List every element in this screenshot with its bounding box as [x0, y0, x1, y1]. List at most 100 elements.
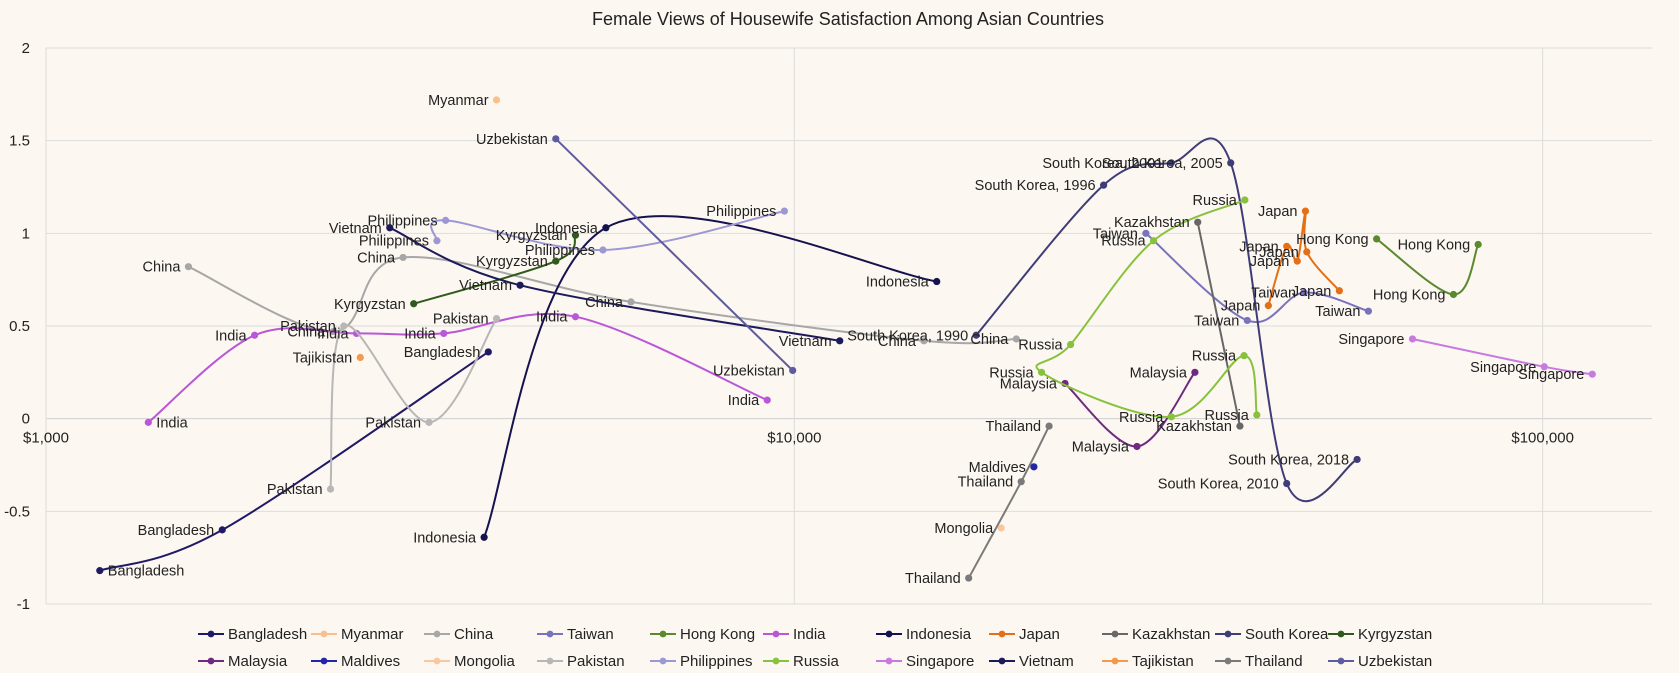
data-point-china[interactable] [627, 298, 635, 306]
data-point-japan[interactable] [1335, 287, 1343, 295]
legend-item-tajikistan[interactable]: Tajikistan [1102, 653, 1194, 670]
legend-item-taiwan[interactable]: Taiwan [537, 626, 614, 643]
legend-item-hong-kong[interactable]: Hong Kong [650, 626, 755, 643]
data-point-south-korea[interactable] [1283, 479, 1291, 488]
data-point-bangladesh[interactable] [96, 567, 104, 575]
data-point-china[interactable] [399, 253, 407, 262]
data-point-kyrgyzstan[interactable] [410, 300, 418, 308]
data-point-russia[interactable] [1240, 352, 1248, 360]
legend-item-thailand[interactable]: Thailand [1215, 653, 1303, 670]
legend-item-singapore[interactable]: Singapore [876, 653, 974, 670]
data-point-japan[interactable] [1301, 207, 1310, 215]
data-point-vietnam[interactable] [386, 224, 394, 232]
data-point-philippines[interactable] [433, 237, 441, 245]
data-point-russia[interactable] [1067, 340, 1075, 349]
legend-item-russia[interactable]: Russia [763, 653, 840, 670]
data-point-south-korea[interactable] [1227, 159, 1235, 167]
legend-swatch-marker [885, 630, 893, 638]
data-point-russia[interactable] [1149, 237, 1158, 245]
data-point-thailand[interactable] [1045, 422, 1053, 430]
data-point-singapore[interactable] [1588, 370, 1596, 378]
data-label: India [728, 393, 760, 409]
data-point-china[interactable] [184, 263, 193, 271]
legend-item-myanmar[interactable]: Myanmar [311, 626, 404, 643]
data-point-japan[interactable] [1264, 302, 1272, 310]
data-point-india[interactable] [763, 396, 771, 404]
legend-item-kazakhstan[interactable]: Kazakhstan [1102, 626, 1210, 643]
legend-label: Thailand [1245, 653, 1303, 670]
legend-item-mongolia[interactable]: Mongolia [424, 653, 516, 670]
data-point-mongolia[interactable] [997, 524, 1005, 532]
data-point-maldives[interactable] [1030, 463, 1038, 471]
data-point-malaysia[interactable] [1191, 368, 1199, 376]
legend-item-uzbekistan[interactable]: Uzbekistan [1328, 653, 1432, 670]
data-point-uzbekistan[interactable] [789, 366, 797, 375]
data-point-thailand[interactable] [965, 574, 973, 582]
data-point-hong-kong[interactable] [1449, 290, 1458, 299]
data-point-kazakhstan[interactable] [1236, 422, 1244, 430]
data-point-thailand[interactable] [1017, 478, 1025, 486]
data-point-hong-kong[interactable] [1474, 240, 1482, 249]
data-point-malaysia[interactable] [1133, 442, 1141, 451]
data-point-south-korea[interactable] [1100, 181, 1108, 189]
data-point-philippines[interactable] [780, 207, 789, 215]
legend-item-vietnam[interactable]: Vietnam [989, 653, 1074, 670]
data-point-singapore[interactable] [1408, 335, 1417, 343]
data-point-taiwan[interactable] [1243, 316, 1251, 325]
data-point-pakistan[interactable] [340, 322, 348, 330]
data-point-japan[interactable] [1303, 248, 1311, 256]
data-point-japan[interactable] [1293, 257, 1301, 265]
data-point-south-korea[interactable] [1167, 159, 1175, 167]
data-point-vietnam[interactable] [516, 281, 524, 289]
data-point-uzbekistan[interactable] [552, 135, 560, 143]
data-point-russia[interactable] [1037, 368, 1046, 376]
legend-item-south-korea[interactable]: South Korea [1215, 626, 1329, 643]
data-point-bangladesh[interactable] [218, 526, 226, 534]
data-point-tajikistan[interactable] [356, 353, 364, 362]
legend-item-maldives[interactable]: Maldives [311, 653, 400, 670]
data-point-pakistan[interactable] [492, 314, 501, 323]
data-point-philippines[interactable] [599, 246, 607, 254]
data-point-south-korea[interactable] [1353, 455, 1361, 464]
data-point-russia[interactable] [1253, 411, 1261, 419]
data-point-china[interactable] [920, 337, 928, 345]
data-point-russia[interactable] [1167, 413, 1175, 421]
legend-item-japan[interactable]: Japan [989, 626, 1060, 643]
data-point-india[interactable] [250, 331, 259, 339]
legend-item-pakistan[interactable]: Pakistan [537, 653, 625, 670]
series-line-singapore [1412, 338, 1593, 376]
legend-label: Bangladesh [228, 626, 307, 643]
legend-item-bangladesh[interactable]: Bangladesh [198, 626, 307, 643]
data-point-russia[interactable] [1241, 196, 1249, 204]
data-point-kyrgyzstan[interactable] [552, 257, 560, 265]
data-point-kazakhstan[interactable] [1194, 218, 1202, 226]
data-point-china[interactable] [1012, 335, 1020, 343]
data-point-taiwan[interactable] [1142, 229, 1150, 237]
legend-item-malaysia[interactable]: Malaysia [198, 653, 288, 670]
data-point-bangladesh[interactable] [484, 348, 492, 356]
data-point-india[interactable] [571, 313, 580, 321]
data-point-pakistan[interactable] [425, 418, 433, 426]
data-point-taiwan[interactable] [1364, 307, 1373, 315]
data-point-india[interactable] [440, 329, 448, 338]
data-point-kyrgyzstan[interactable] [571, 231, 580, 239]
data-label: Russia [1192, 349, 1237, 365]
legend-item-kyrgyzstan[interactable]: Kyrgyzstan [1328, 626, 1432, 643]
data-point-vietnam[interactable] [836, 337, 844, 345]
data-point-indonesia[interactable] [480, 533, 488, 541]
data-point-myanmar[interactable] [492, 96, 501, 104]
data-point-indonesia[interactable] [933, 277, 941, 286]
data-point-singapore[interactable] [1540, 363, 1548, 371]
legend-item-philippines[interactable]: Philippines [650, 653, 753, 670]
data-point-india[interactable] [144, 418, 152, 426]
legend-item-india[interactable]: India [763, 626, 826, 643]
legend-item-china[interactable]: China [424, 626, 494, 643]
data-point-taiwan[interactable] [1300, 289, 1308, 297]
data-point-hong-kong[interactable] [1373, 235, 1381, 243]
data-point-indonesia[interactable] [602, 224, 610, 232]
data-point-pakistan[interactable] [326, 485, 335, 493]
data-point-japan[interactable] [1283, 242, 1291, 250]
data-point-philippines[interactable] [442, 216, 450, 224]
legend-item-indonesia[interactable]: Indonesia [876, 626, 972, 643]
data-point-south-korea[interactable] [972, 331, 980, 339]
